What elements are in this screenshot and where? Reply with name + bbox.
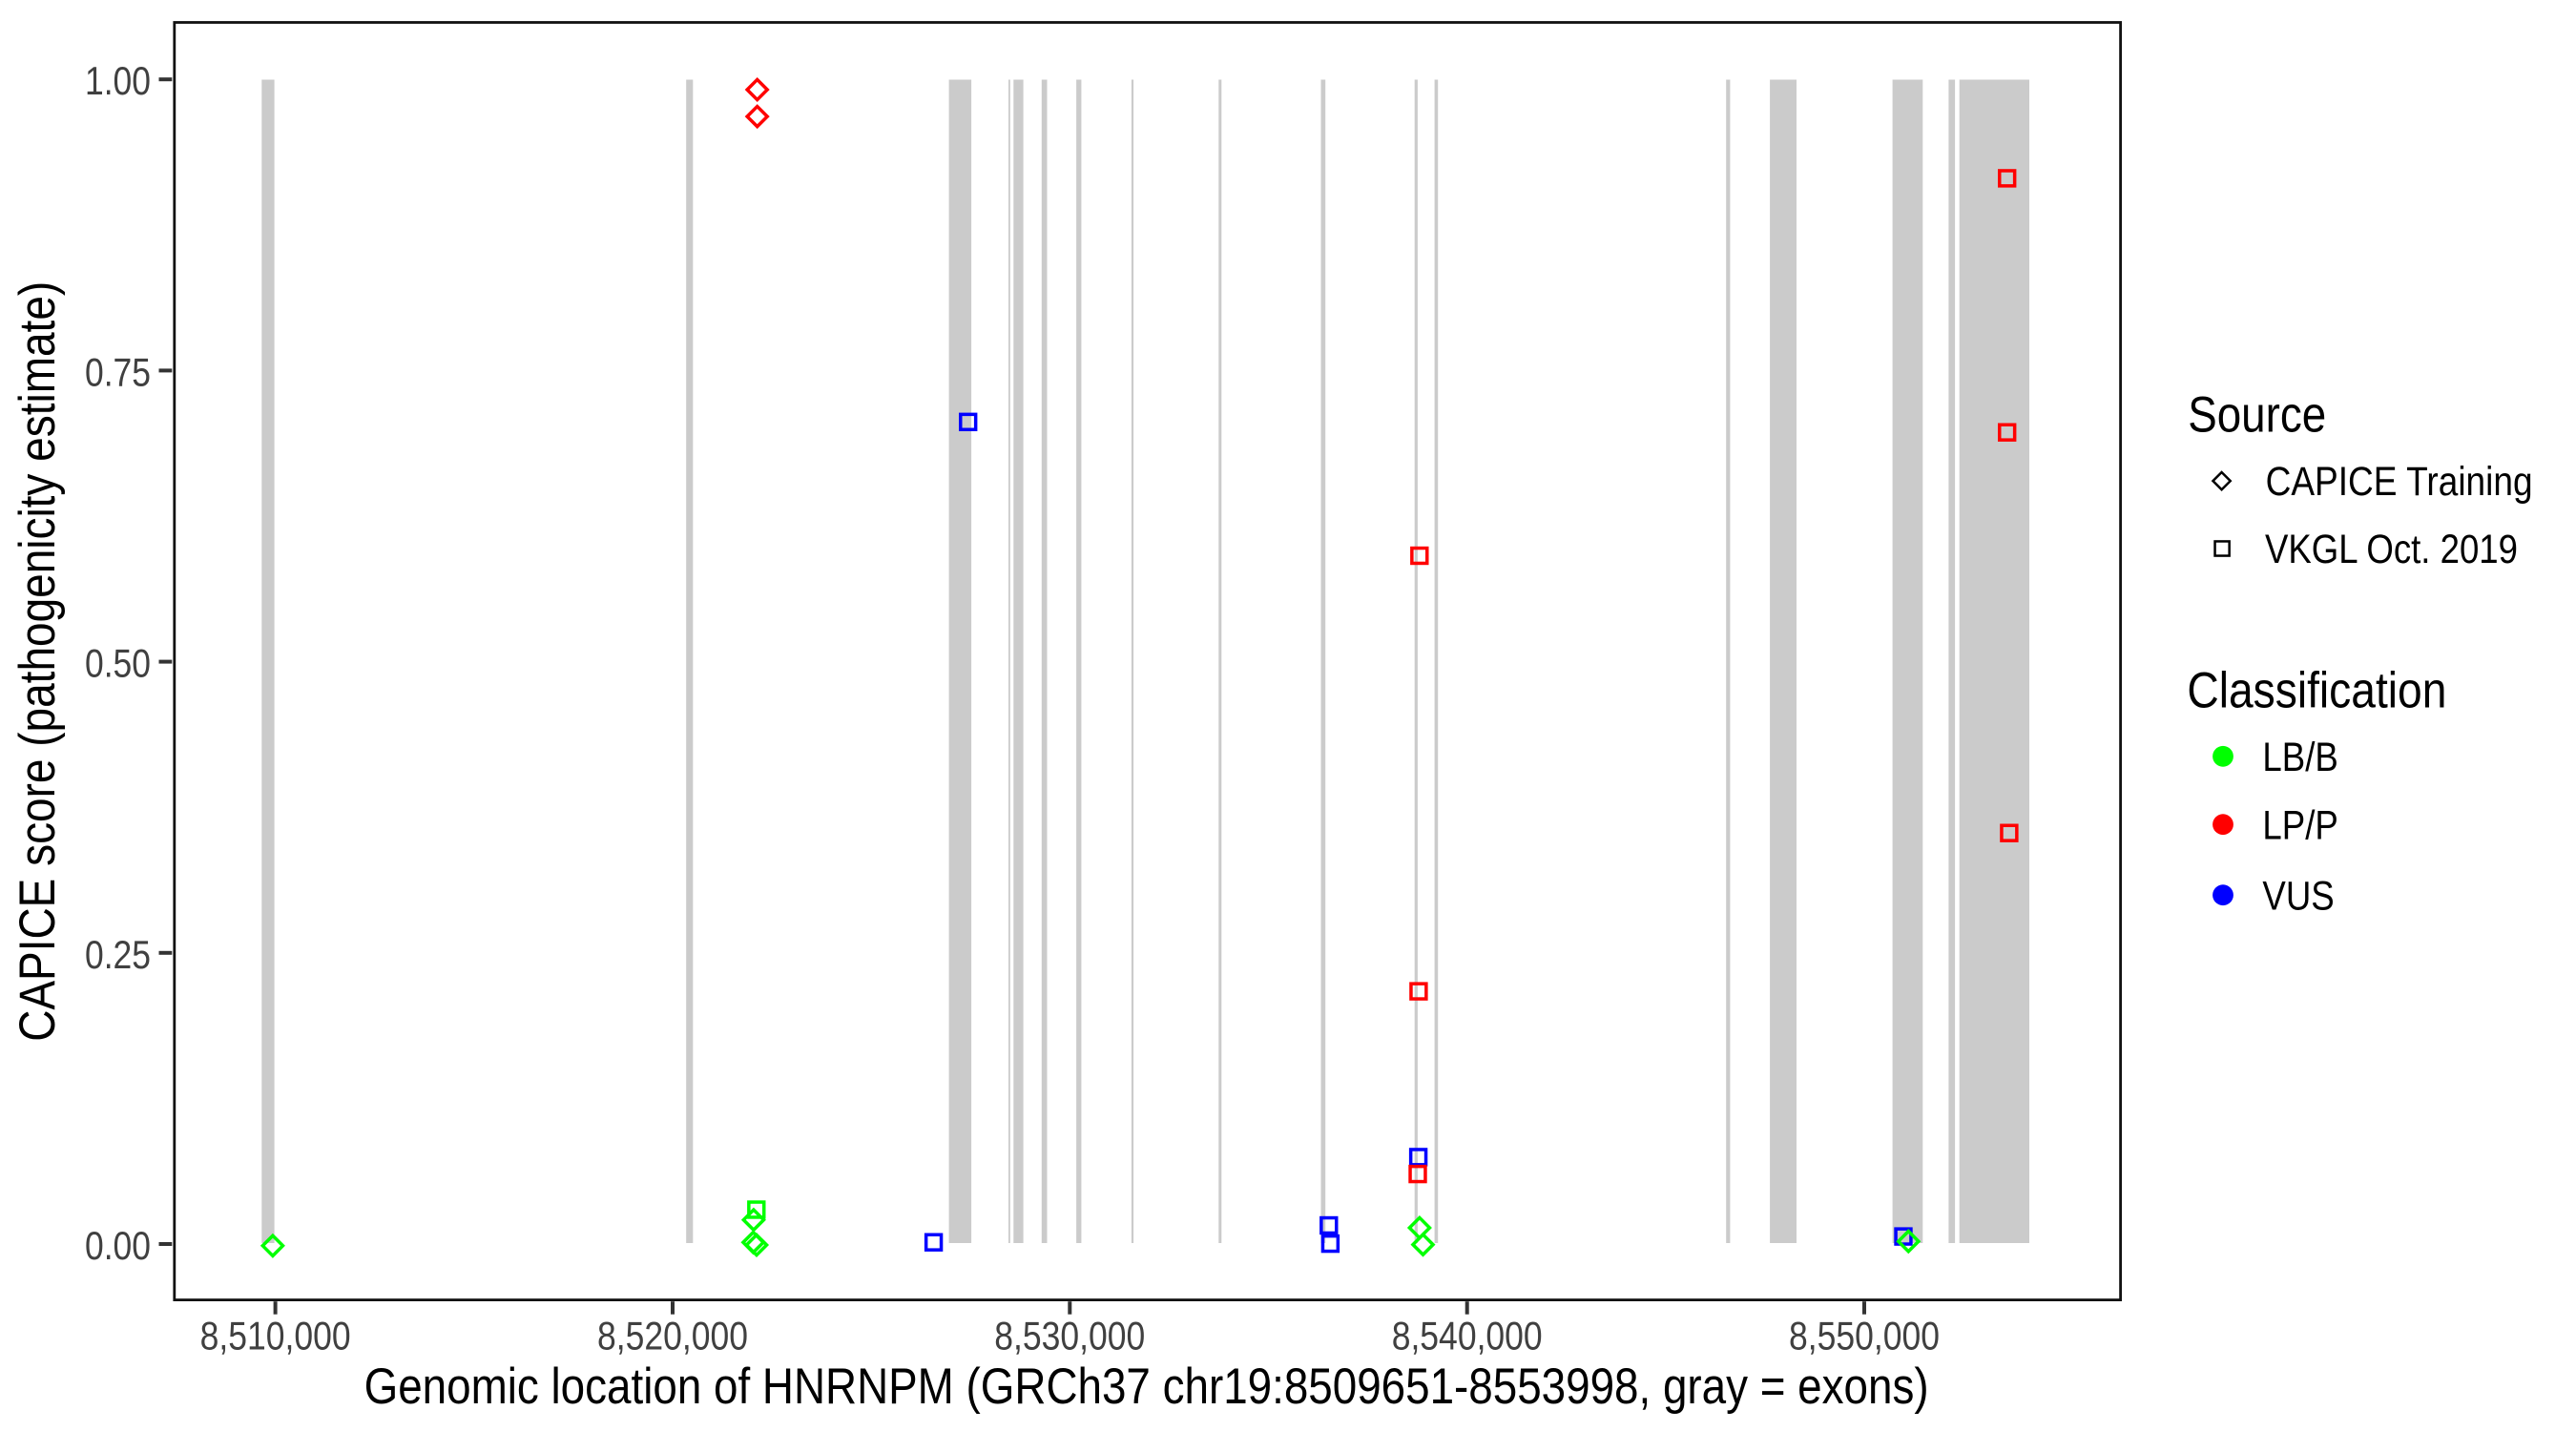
svg-text:0.75: 0.75 (85, 350, 151, 394)
svg-text:VKGL Oct. 2019: VKGL Oct. 2019 (2265, 528, 2518, 572)
svg-text:LB/B: LB/B (2262, 736, 2337, 780)
svg-text:Classification: Classification (2187, 663, 2446, 719)
svg-text:Genomic location of HNRNPM (GR: Genomic location of HNRNPM (GRCh37 chr19… (364, 1358, 1929, 1415)
svg-text:0.00: 0.00 (85, 1224, 151, 1268)
svg-text:0.50: 0.50 (85, 642, 151, 686)
svg-text:CAPICE score (pathogenicity es: CAPICE score (pathogenicity estimate) (10, 281, 66, 1042)
svg-text:VUS: VUS (2262, 874, 2334, 919)
svg-text:8,510,000: 8,510,000 (200, 1315, 351, 1358)
svg-text:CAPICE Training: CAPICE Training (2266, 460, 2533, 505)
svg-text:1.00: 1.00 (85, 59, 151, 103)
svg-text:8,520,000: 8,520,000 (597, 1315, 748, 1358)
svg-text:Source: Source (2188, 386, 2326, 443)
svg-text:LP/P: LP/P (2262, 803, 2337, 848)
svg-text:8,550,000: 8,550,000 (1789, 1315, 1940, 1358)
svg-text:8,540,000: 8,540,000 (1392, 1315, 1543, 1358)
svg-text:0.25: 0.25 (85, 933, 151, 977)
svg-text:8,530,000: 8,530,000 (994, 1315, 1145, 1358)
